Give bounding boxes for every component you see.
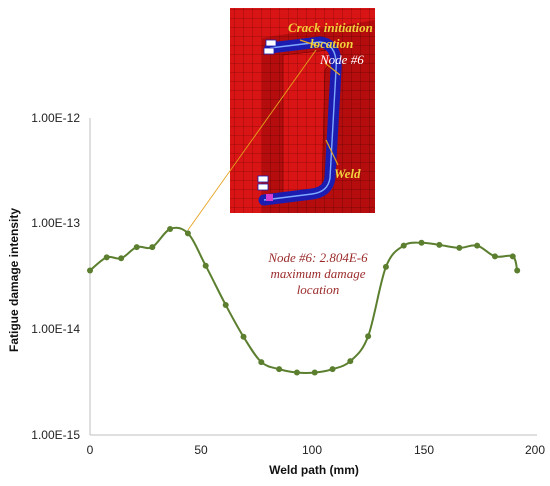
data-point bbox=[311, 369, 318, 376]
data-point bbox=[365, 333, 372, 340]
data-point bbox=[276, 366, 283, 373]
y-tick-label: 1.00E-12 bbox=[31, 111, 80, 125]
x-tick-label: 150 bbox=[414, 443, 434, 457]
node-marker bbox=[266, 194, 273, 201]
data-point bbox=[474, 242, 481, 249]
data-point bbox=[509, 253, 516, 260]
data-point bbox=[382, 263, 389, 270]
node-label: Node #6 bbox=[319, 52, 364, 67]
x-tick-label: 200 bbox=[525, 443, 545, 457]
y-tick-labels: 1.00E-15 1.00E-14 1.00E-13 1.00E-12 bbox=[31, 111, 80, 442]
crack-initiation-label: Crack initiation bbox=[288, 20, 373, 35]
crack-pointer-line bbox=[299, 39, 319, 47]
data-point bbox=[347, 358, 354, 365]
data-point bbox=[202, 262, 209, 269]
data-point bbox=[258, 359, 265, 366]
data-point bbox=[149, 244, 156, 251]
x-tick-labels: 0 50 100 150 200 bbox=[87, 443, 546, 457]
data-point bbox=[167, 226, 174, 233]
data-point bbox=[293, 369, 300, 376]
weld-pointer-line bbox=[325, 139, 339, 166]
node-marker bbox=[257, 175, 269, 183]
y-axis-title: Fatigue damage intensity bbox=[7, 208, 21, 352]
y-tick-label: 1.00E-13 bbox=[31, 216, 80, 230]
y-tick-label: 1.00E-14 bbox=[31, 322, 80, 336]
annotation-line: maximum damage bbox=[271, 266, 366, 281]
data-point bbox=[184, 230, 191, 237]
data-point bbox=[240, 333, 247, 340]
x-tick-label: 0 bbox=[87, 443, 94, 457]
x-tick-label: 50 bbox=[194, 443, 208, 457]
node-pointer-line bbox=[324, 62, 341, 76]
annotation-line: Node #6: 2.804E-6 bbox=[267, 250, 368, 265]
x-tick-label: 100 bbox=[302, 443, 322, 457]
weld-label: Weld bbox=[334, 166, 361, 181]
weld-bead-edge bbox=[263, 41, 337, 201]
fe-mesh-inset: Crack initiation location Node #6 Weld bbox=[230, 8, 375, 213]
data-point bbox=[491, 253, 498, 260]
data-point bbox=[456, 244, 463, 251]
node-marker bbox=[263, 47, 275, 55]
data-point bbox=[514, 267, 521, 274]
crack-initiation-label-line2: location bbox=[310, 36, 353, 51]
annotation: Node #6: 2.804E-6 maximum damage locatio… bbox=[267, 250, 368, 297]
data-point bbox=[329, 366, 336, 373]
node-marker bbox=[257, 183, 269, 191]
data-point bbox=[133, 244, 140, 251]
data-point bbox=[103, 254, 110, 261]
annotation-line: location bbox=[297, 282, 340, 297]
data-point bbox=[222, 301, 229, 308]
data-point bbox=[436, 241, 443, 248]
data-point bbox=[400, 242, 407, 249]
node-marker bbox=[265, 39, 277, 47]
data-point bbox=[418, 239, 425, 246]
inset-connector-line bbox=[187, 49, 317, 231]
data-point bbox=[87, 267, 93, 274]
x-axis-title: Weld path (mm) bbox=[269, 463, 359, 477]
y-tick-label: 1.00E-15 bbox=[31, 428, 80, 442]
data-point bbox=[118, 255, 125, 262]
series-layer bbox=[87, 226, 521, 376]
axes bbox=[89, 118, 537, 436]
